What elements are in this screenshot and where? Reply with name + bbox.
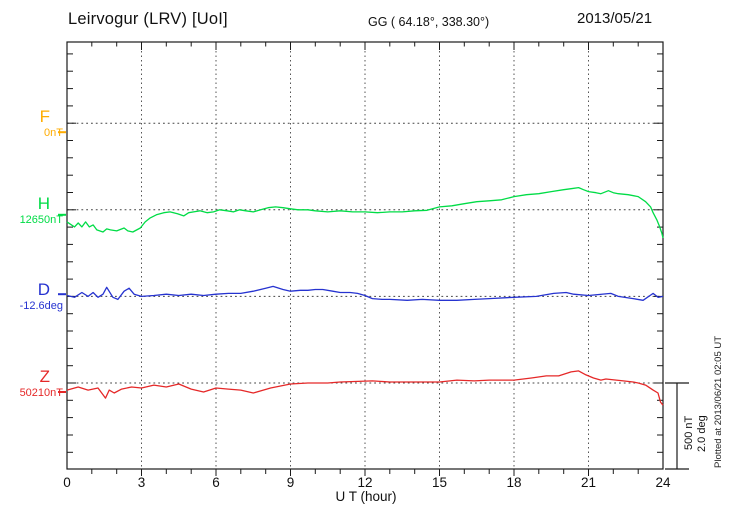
component-Z-label: Z [39, 367, 50, 386]
trace-Z [66, 370, 664, 406]
x-tick-18: 18 [506, 475, 522, 490]
x-axis-title: U T (hour) [335, 489, 397, 504]
trace-H [66, 186, 664, 239]
component-H-baseline-value: 12650nT [19, 214, 63, 226]
component-D-label: D [37, 280, 50, 299]
x-tick-6: 6 [212, 475, 220, 490]
x-tick-9: 9 [286, 475, 295, 490]
component-F-label: F [39, 107, 50, 126]
trace-D [66, 285, 664, 301]
component-F-baseline-value: 0nT [44, 127, 63, 139]
component-H-label: H [37, 194, 50, 213]
geographic-coordinates: GG ( 64.18°, 338.30°) [368, 15, 490, 29]
x-tick-0: 0 [63, 475, 71, 490]
station-title: Leirvogur (LRV) [UoI] [68, 10, 228, 28]
x-tick-21: 21 [580, 475, 597, 490]
plotted-at-note: Plotted at 2013/06/21 02:05 UT [713, 335, 724, 468]
scale-bar-deg-label: 2.0 deg [696, 415, 708, 452]
plot-date: 2013/05/21 [577, 10, 653, 27]
x-tick-12: 12 [357, 475, 373, 490]
scale-bar-nt-label: 500 nT [683, 415, 695, 450]
x-tick-24: 24 [655, 475, 671, 490]
component-D-baseline-value: -12.6deg [19, 300, 63, 312]
component-Z-baseline-value: 50210nT [19, 387, 63, 399]
x-tick-15: 15 [431, 475, 448, 490]
x-tick-3: 3 [137, 475, 146, 490]
